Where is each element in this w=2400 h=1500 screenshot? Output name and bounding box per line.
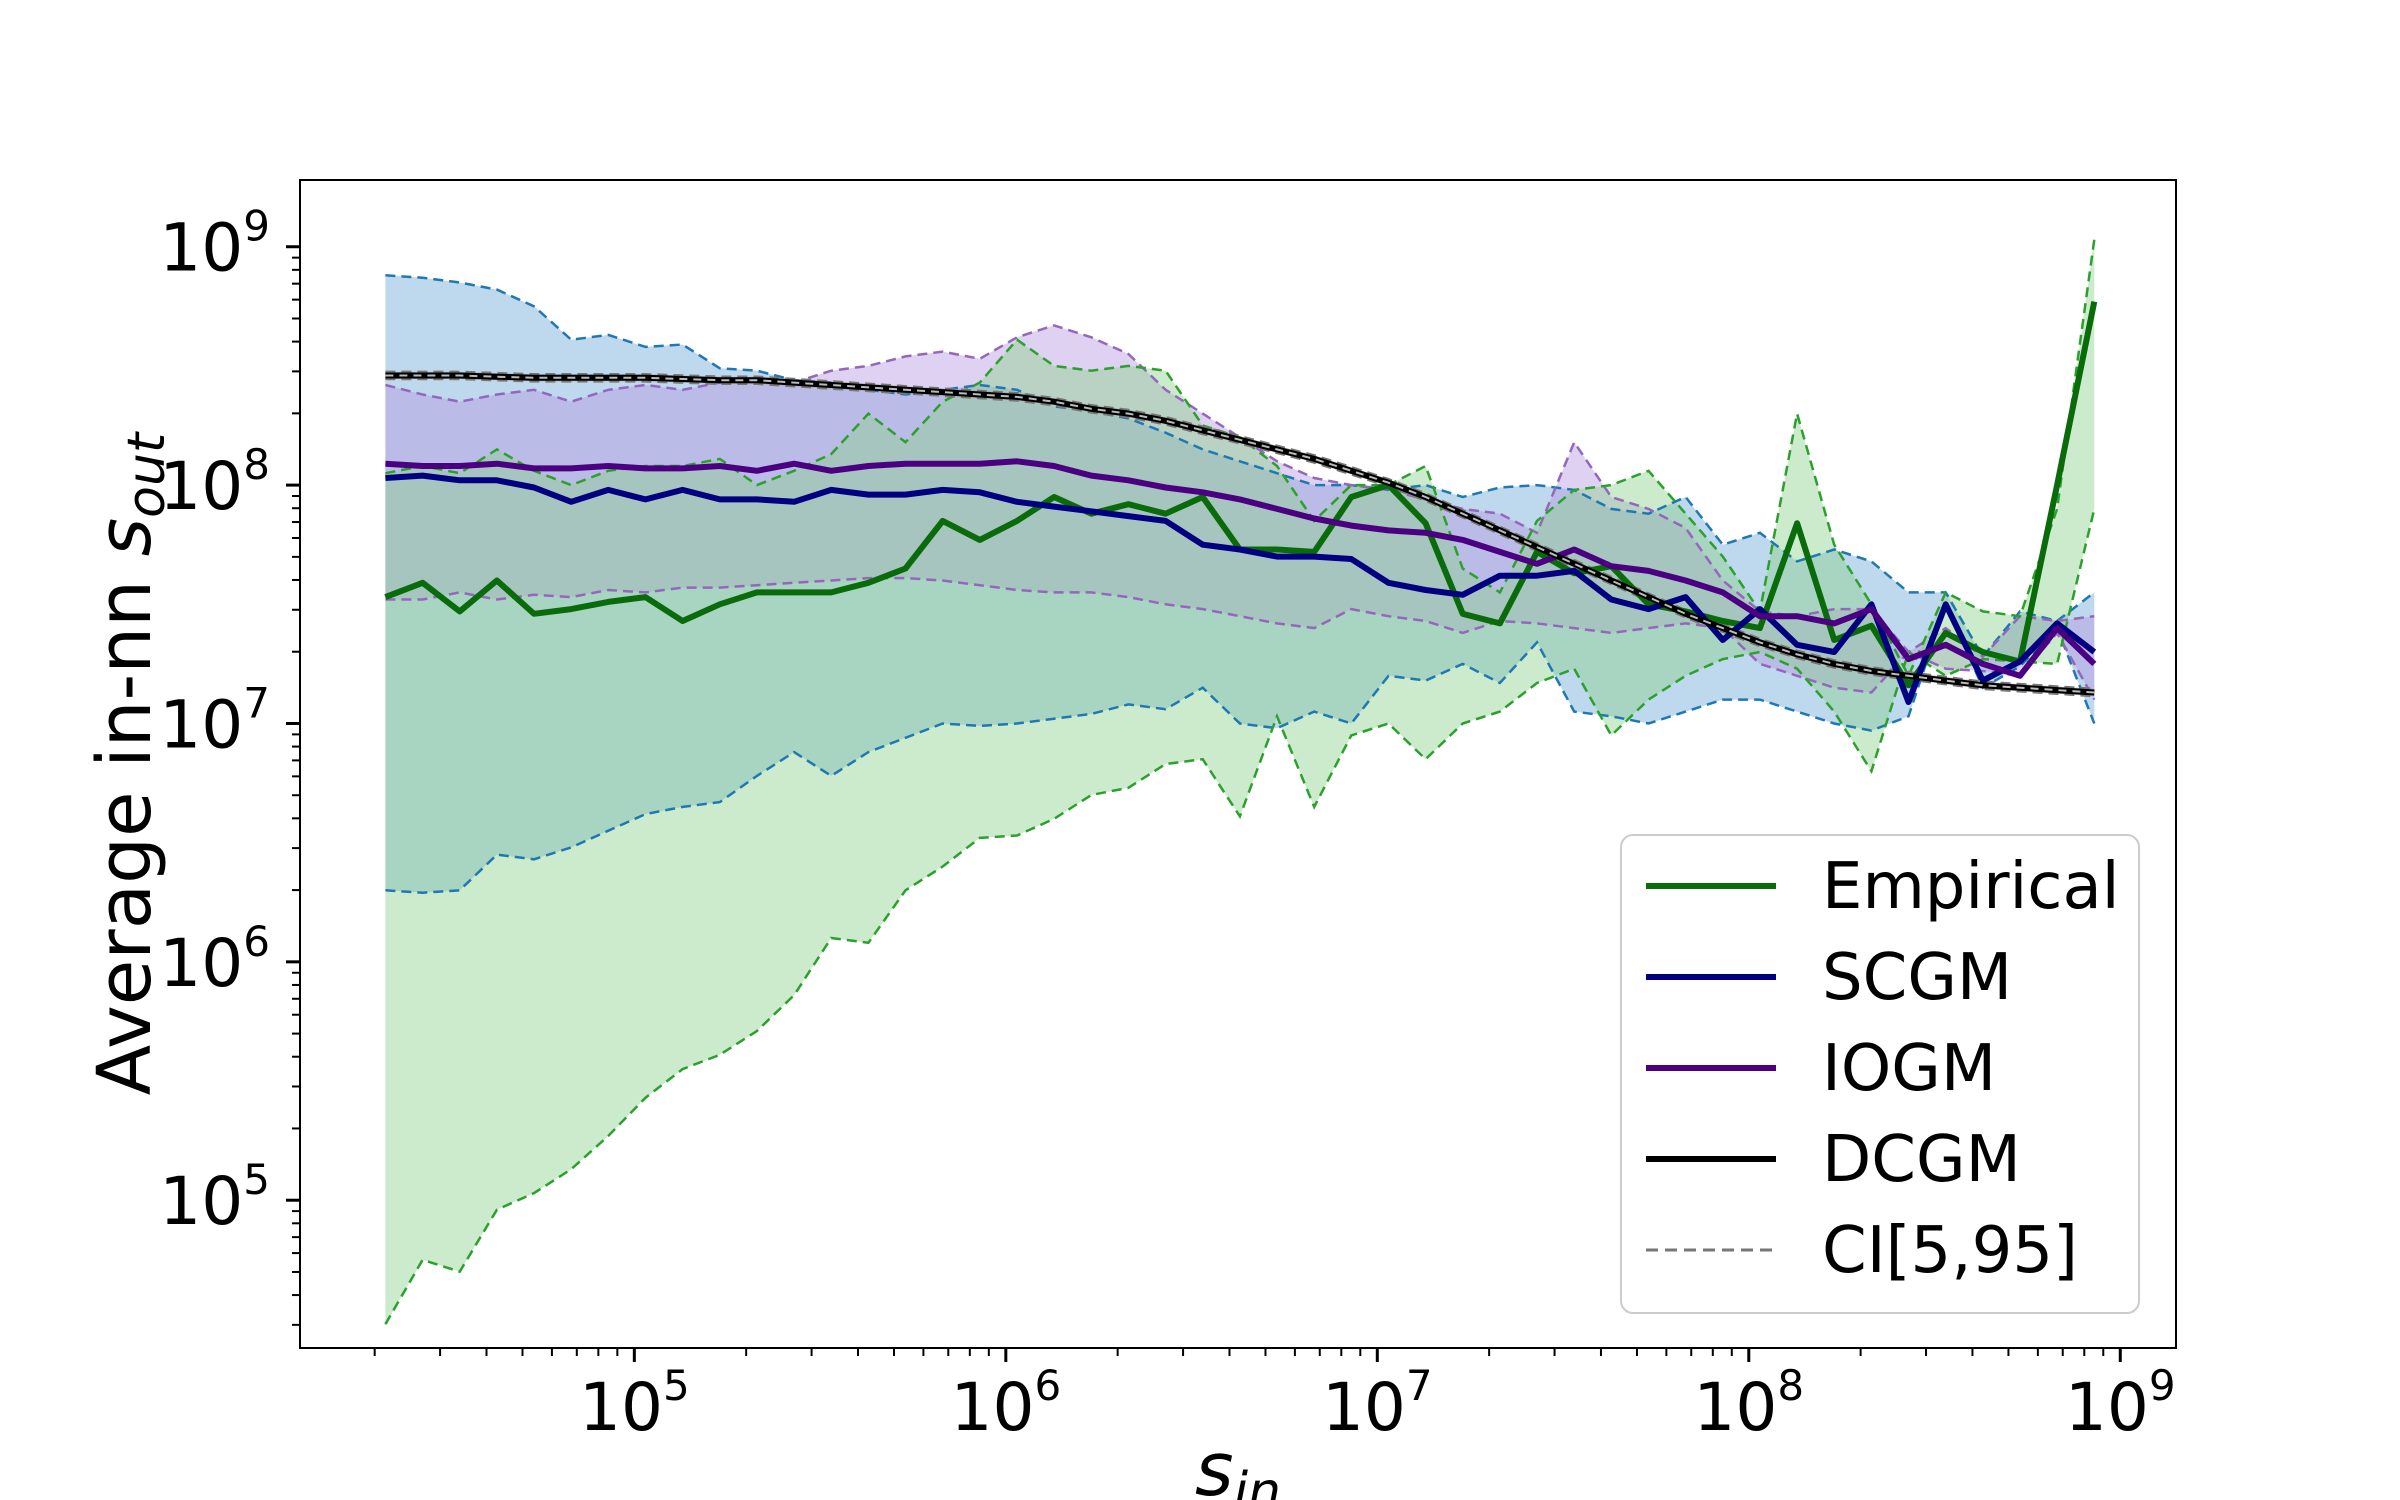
ci-lower-line-iogm: [385, 576, 2096, 701]
ci-upper-line-iogm: [385, 324, 2095, 659]
plot-frame: [299, 179, 2177, 1349]
ci-lower-line-empirical: [384, 508, 2096, 1325]
legend-label-dcgm: DCGM: [1822, 1123, 2021, 1197]
ci-upper-line-scgm: [385, 274, 2096, 659]
legend: Empirical SCGM IOGM DCGM CI[5,95]: [1620, 834, 2140, 1314]
y-tick-label: 109: [159, 202, 270, 287]
legend-box: [1620, 834, 2140, 1314]
x-axis-title: sin: [1195, 1427, 1281, 1500]
legend-label-ci: CI[5,95]: [1822, 1214, 2078, 1288]
dcgm-ci-overlay: [385, 374, 2095, 694]
y-axis-ticks: 105 106 107 108 109: [159, 202, 300, 1326]
median-lines: [384, 301, 2098, 705]
y-axis-title: Average in-nn sout: [82, 431, 177, 1095]
legend-label-scgm: SCGM: [1822, 941, 2012, 1015]
x-tick-label: 107: [1322, 1361, 1433, 1446]
x-tick-label: 108: [1693, 1361, 1804, 1446]
y-tick-label: 105: [159, 1155, 270, 1240]
legend-label-iogm: IOGM: [1822, 1032, 1996, 1106]
x-tick-label: 105: [579, 1361, 690, 1446]
y-tick-label: 106: [159, 917, 270, 1002]
ci-lower-line-scgm: [385, 600, 2096, 894]
ci-band-scgm: [385, 275, 2095, 893]
x-tick-label: 109: [2065, 1361, 2176, 1446]
y-tick-label: 107: [159, 678, 270, 763]
y-tick-label: 108: [159, 440, 270, 525]
legend-label-empirical: Empirical: [1822, 850, 2119, 924]
median-line-iogm: [385, 458, 2097, 679]
ci-band-empirical: [385, 239, 2095, 1325]
median-line-scgm: [385, 472, 2097, 705]
x-axis-ticks: 105 106 107 108 109: [373, 1348, 2176, 1446]
x-tick-label: 106: [950, 1361, 1061, 1446]
